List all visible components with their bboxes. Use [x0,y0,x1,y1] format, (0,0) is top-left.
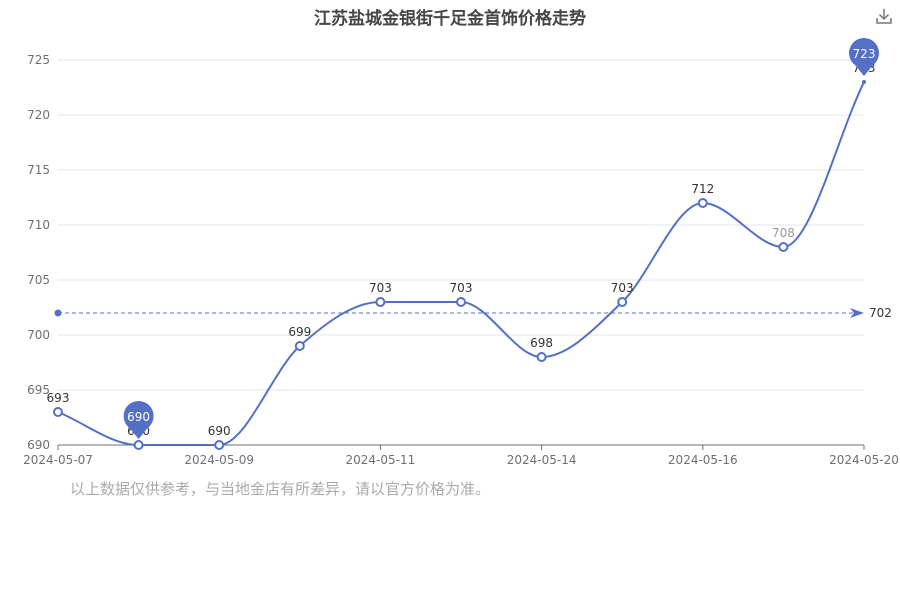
max-marker-label: 723 [853,47,876,61]
average-line-arrow [850,308,864,318]
data-point [697,198,708,208]
x-tick-label: 2024-05-07 [23,453,93,467]
x-tick-label: 2024-05-16 [668,453,738,467]
data-label: 698 [530,336,553,350]
data-label: 699 [288,325,311,339]
data-point [456,297,466,307]
chart-title: 江苏盐城金银街千足金首饰价格走势 [314,9,586,29]
x-tick-label: 2024-05-11 [346,453,416,467]
min-marker [123,401,154,439]
data-label: 703 [369,281,392,295]
disclaimer-note: 以上数据仅供参考，与当地金店有所差异，请以官方价格为准。 [70,480,491,498]
data-label: 708 [772,226,795,240]
y-tick-label: 705 [27,273,50,287]
data-label: 693 [47,391,70,405]
data-label: 703 [611,281,634,295]
average-line-start [54,309,62,317]
data-point [536,352,547,362]
max-marker [849,38,880,76]
min-marker-label: 690 [127,410,150,424]
y-tick-label: 720 [27,108,50,122]
data-label: 690 [208,424,231,438]
x-tick-label: 2024-05-09 [184,453,254,467]
y-tick-label: 715 [27,163,50,177]
data-point [617,297,628,307]
y-tick-label: 725 [27,53,50,67]
data-point [778,242,789,252]
data-point [294,341,305,351]
y-tick-label: 710 [27,218,50,232]
series-line [57,81,865,447]
data-point [862,80,866,84]
average-line-label: 702 [869,306,892,320]
data-label: 703 [450,281,473,295]
data-point [375,297,386,307]
data-point [214,440,225,450]
x-tick-label: 2024-05-20 [829,453,899,467]
y-tick-label: 695 [27,383,50,397]
download-icon[interactable] [874,6,894,26]
y-tick-label: 690 [27,438,50,452]
y-tick-label: 700 [27,328,50,342]
data-point [133,440,144,450]
x-tick-label: 2024-05-14 [507,453,577,467]
data-label: 712 [691,182,714,196]
data-point [53,407,63,417]
